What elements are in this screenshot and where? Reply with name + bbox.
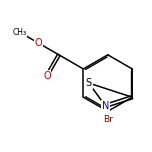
Text: N: N [102,101,109,111]
Text: CH₃: CH₃ [13,28,27,37]
Text: Br: Br [103,115,113,124]
Text: O: O [34,38,42,48]
Text: O: O [43,71,51,81]
Text: S: S [86,78,92,88]
